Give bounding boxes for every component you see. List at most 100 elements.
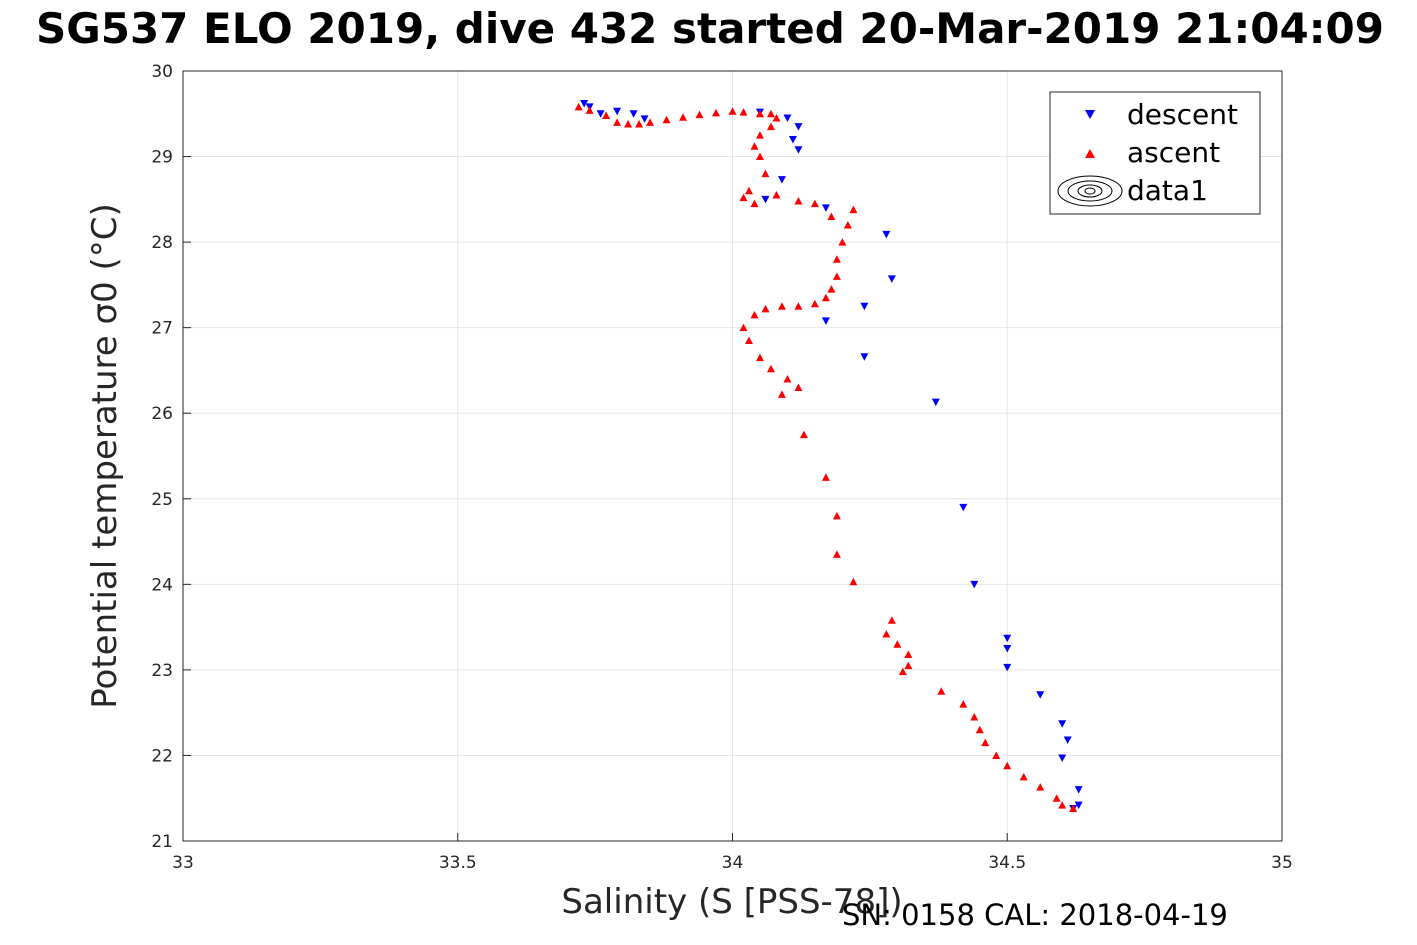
legend-descent-marker <box>1085 110 1095 119</box>
y-tick-label: 25 <box>151 490 173 510</box>
ascent-point <box>744 186 753 195</box>
descent-point <box>788 135 797 144</box>
y-tick-label: 22 <box>151 746 173 766</box>
y-tick-label: 23 <box>151 661 173 681</box>
ascent-point <box>970 712 979 721</box>
ascent-point <box>712 108 721 117</box>
ascent-point <box>728 107 737 115</box>
y-tick-label: 27 <box>151 319 173 339</box>
ascent-point <box>750 310 759 319</box>
x-axis-label: Salinity (S [PSS-78]) <box>561 882 902 922</box>
ascent-point <box>574 102 583 111</box>
legend-ascent-marker <box>1085 149 1095 158</box>
ascent-point <box>981 738 990 747</box>
ascent-point <box>832 550 841 558</box>
y-axis-label: Potential temperature σ0 (°C) <box>85 203 125 709</box>
descent-point <box>1036 691 1045 699</box>
ascent-point <box>1036 783 1045 791</box>
ascent-point <box>849 205 858 214</box>
ascent-point <box>832 511 841 520</box>
descent-point <box>580 100 589 108</box>
descent-point <box>1003 634 1012 643</box>
ascent-point <box>794 383 803 392</box>
ascent-point <box>937 687 946 695</box>
legend-descent-label: descent <box>1127 98 1238 131</box>
ascent-point <box>772 114 781 122</box>
calibration-footer: SN: 0158 CAL: 2018-04-19 <box>842 898 1228 932</box>
y-tick-label: 29 <box>151 148 173 168</box>
descent-point <box>959 503 968 512</box>
ascent-point <box>761 169 770 178</box>
data-series <box>574 100 1083 813</box>
descent-point <box>1074 786 1083 794</box>
ascent-point <box>783 375 792 383</box>
ascent-point <box>898 667 907 676</box>
ascent-point <box>893 640 902 648</box>
x-tick-label: 34.5 <box>988 853 1026 873</box>
ascent-point <box>1069 804 1078 812</box>
legend-data1-label: data1 <box>1127 174 1208 207</box>
contour-line <box>183 0 1282 51</box>
y-tick-label: 28 <box>151 233 173 253</box>
ascent-point <box>777 302 786 310</box>
descent-point <box>860 302 869 311</box>
ascent-point <box>739 323 748 332</box>
legend-contour-icon <box>1057 175 1123 207</box>
ascent-point <box>613 118 622 126</box>
ascent-point <box>766 109 775 118</box>
y-tick-label: 30 <box>151 62 173 82</box>
descent-point <box>1058 720 1067 728</box>
ascent-point <box>810 199 819 208</box>
descent-point <box>887 275 896 283</box>
ascent-point <box>662 115 671 124</box>
ascent-point <box>810 299 819 308</box>
density-contours <box>183 0 1282 51</box>
y-tick-label: 21 <box>151 832 173 852</box>
x-tick-label: 33.5 <box>439 853 477 873</box>
descent-point <box>640 115 649 123</box>
ascent-point <box>794 302 803 310</box>
descent-point <box>783 114 792 123</box>
descent-point <box>794 146 803 154</box>
descent-point <box>931 398 940 407</box>
ascent-point <box>1052 794 1061 802</box>
ascent-point <box>679 113 688 121</box>
ascent-point <box>827 212 836 220</box>
x-tick-label: 35 <box>1271 853 1293 873</box>
ascent-point <box>695 110 704 119</box>
ascent-point <box>602 111 611 119</box>
ascent-point <box>992 751 1001 759</box>
ascent-point <box>1019 772 1028 781</box>
ascent-point <box>739 193 748 202</box>
ascent-point <box>624 120 633 128</box>
ascent-point <box>755 152 764 161</box>
y-tick-label: 24 <box>151 575 173 595</box>
ascent-point <box>887 616 896 624</box>
ascent-point <box>744 336 753 344</box>
ascent-point <box>755 131 764 139</box>
ascent-point <box>761 304 770 313</box>
ascent-point <box>799 430 808 439</box>
descent-point <box>821 204 830 212</box>
descent-point <box>1003 645 1012 653</box>
ascent-point <box>750 199 759 208</box>
ascent-point <box>821 293 830 302</box>
ascent-point <box>755 353 764 362</box>
ascent-point <box>904 650 913 658</box>
descent-point <box>777 176 786 184</box>
ascent-point <box>794 197 803 205</box>
descent-point <box>596 110 605 118</box>
ascent-point <box>772 191 781 199</box>
descent-point <box>761 195 770 204</box>
descent-point <box>1003 663 1012 672</box>
legend: descent ascent data1 <box>1049 91 1261 215</box>
ascent-point <box>838 238 847 246</box>
ascent-point <box>827 285 836 293</box>
ascent-point <box>1003 761 1012 770</box>
ascent-point <box>750 142 759 150</box>
ascent-point <box>646 118 655 126</box>
ascent-point <box>882 629 891 638</box>
ascent-point <box>766 122 775 131</box>
ascent-point <box>843 221 852 229</box>
